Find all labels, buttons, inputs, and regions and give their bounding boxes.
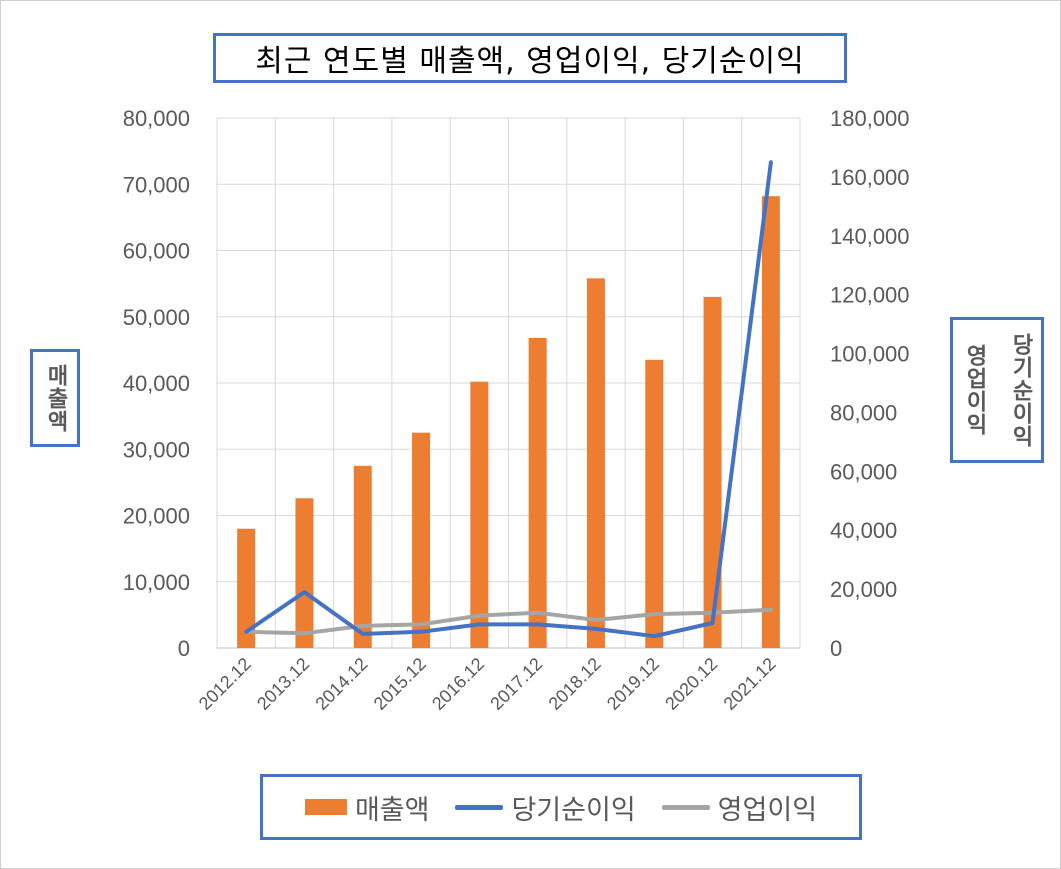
left-axis-tick-label: 30,000 xyxy=(123,437,190,462)
left-axis-tick-label: 50,000 xyxy=(123,305,190,330)
right-axis-title-box: 당기순이익 영업이익 xyxy=(950,317,1044,463)
right-axis-title-operating-income: 영업이익 xyxy=(962,344,987,436)
bar-revenue xyxy=(586,278,605,648)
x-axis-tick-label: 2012.12 xyxy=(195,654,255,714)
right-axis-tick-label: 100,000 xyxy=(830,342,910,367)
x-axis-tick-label: 2014.12 xyxy=(311,654,371,714)
legend-item-net-income: 당기순이익 xyxy=(455,788,636,827)
left-axis-title: 매출액 xyxy=(43,363,68,433)
right-axis-tick-label: 160,000 xyxy=(830,165,910,190)
x-axis-tick-label: 2015.12 xyxy=(370,654,430,714)
right-axis-tick-label: 80,000 xyxy=(830,400,897,425)
bar-revenue xyxy=(412,432,431,648)
series-line-net-income xyxy=(244,160,773,639)
left-axis-tick-label: 60,000 xyxy=(123,239,190,264)
x-axis-tick-label: 2020.12 xyxy=(661,654,721,714)
legend-label-net-income: 당기순이익 xyxy=(511,794,636,826)
bar-revenue xyxy=(703,296,722,648)
legend-item-operating-income: 영업이익 xyxy=(661,788,818,827)
left-axis-tick-label: 40,000 xyxy=(123,371,190,396)
left-axis-tick-label: 10,000 xyxy=(123,570,190,595)
legend-swatch-revenue xyxy=(304,799,347,815)
bar-revenue xyxy=(761,196,780,649)
right-axis-tick-label: 140,000 xyxy=(830,224,910,249)
legend-swatch-operating-income xyxy=(661,804,710,810)
left-axis-tick-label: 20,000 xyxy=(123,504,190,529)
legend-label-revenue: 매출액 xyxy=(354,794,430,826)
right-axis-tick-label: 20,000 xyxy=(830,577,897,602)
bar-revenue xyxy=(237,528,256,648)
chart-title: 최근 연도별 매출액, 영업이익, 당기순이익 xyxy=(255,44,805,79)
x-axis-tick-label: 2021.12 xyxy=(720,654,780,714)
bar-revenue xyxy=(295,498,314,648)
chart-title-box: 최근 연도별 매출액, 영업이익, 당기순이익 xyxy=(213,33,847,83)
legend: 매출액 당기순이익 영업이익 xyxy=(260,774,862,840)
series-line-operating-income xyxy=(244,607,773,636)
bar-revenue xyxy=(528,337,547,648)
legend-label-operating-income: 영업이익 xyxy=(717,794,818,826)
x-axis-tick-label: 2018.12 xyxy=(545,654,605,714)
left-axis-title-box: 매출액 xyxy=(30,349,80,447)
right-axis-title-net-income: 당기순이익 xyxy=(1008,332,1033,448)
right-axis-tick-label: 180,000 xyxy=(830,106,910,131)
right-axis-tick-label: 60,000 xyxy=(830,459,897,484)
right-axis-tick-label: 0 xyxy=(830,636,842,661)
legend-swatch-net-income xyxy=(455,804,504,810)
left-axis-tick-label: 0 xyxy=(178,636,190,661)
right-axis-tick-label: 120,000 xyxy=(830,283,910,308)
x-axis-tick-label: 2017.12 xyxy=(486,654,546,714)
bar-revenue xyxy=(645,359,664,648)
x-axis-tick-label: 2019.12 xyxy=(603,654,663,714)
x-axis-tick-label: 2016.12 xyxy=(428,654,488,714)
right-axis-tick-label: 40,000 xyxy=(830,518,897,543)
x-axis-tick-label: 2013.12 xyxy=(253,654,313,714)
legend-item-revenue: 매출액 xyxy=(304,788,430,827)
bar-revenue xyxy=(470,381,489,648)
left-axis-tick-label: 70,000 xyxy=(123,172,190,197)
bar-revenue xyxy=(353,465,372,648)
left-axis-tick-label: 80,000 xyxy=(123,106,190,131)
